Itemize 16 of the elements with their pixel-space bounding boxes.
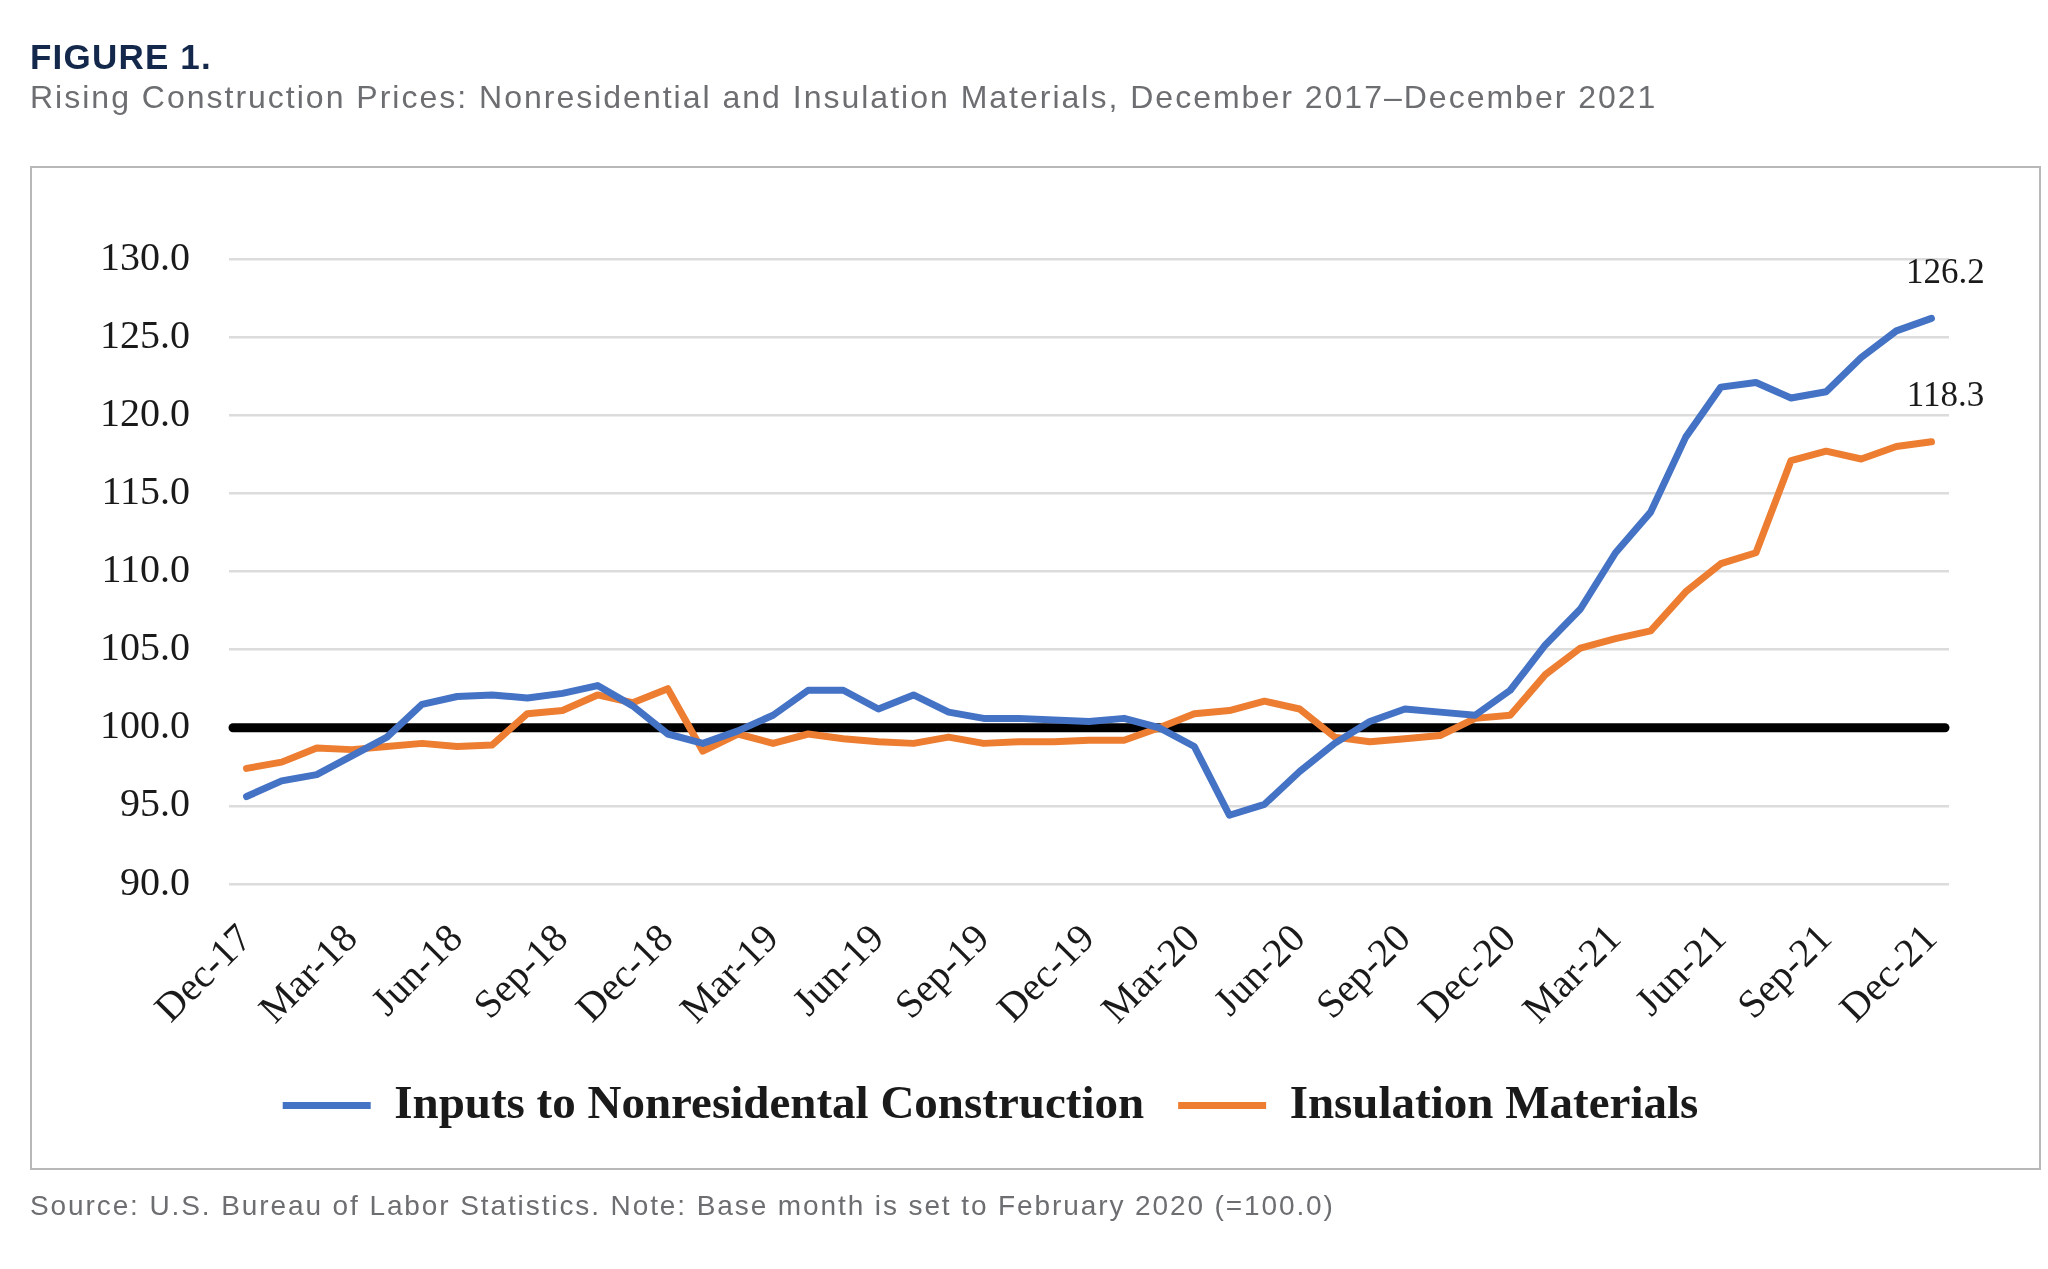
legend-label: Insulation Materials xyxy=(1289,1075,1699,1128)
legend-label: Inputs to Nonresidental Construction xyxy=(394,1075,1145,1128)
y-tick-label: 110.0 xyxy=(101,546,190,591)
source-note: Source: U.S. Bureau of Labor Statistics. Note: Base month is set to February 2020 (=100.0) xyxy=(30,1190,1335,1222)
y-tick-label: 125.0 xyxy=(100,311,190,357)
data-label: 126.2 xyxy=(1906,251,1985,291)
y-tick-label: 130.0 xyxy=(100,233,190,279)
y-tick-label: 100.0 xyxy=(100,702,190,748)
data-label: 118.3 xyxy=(1906,375,1985,414)
chart-title: FIGURE 1. xyxy=(30,37,212,77)
chart-subtitle: Rising Construction Prices: Nonresidential and Insulation Materials, December 2017–December 2021 xyxy=(30,79,1658,116)
y-tick-label: 120.0 xyxy=(100,389,190,435)
y-tick-label: 105.0 xyxy=(100,624,190,670)
y-tick-label: 95.0 xyxy=(120,780,190,826)
y-tick-label: 115.0 xyxy=(101,467,190,513)
y-tick-label: 90.0 xyxy=(120,858,190,904)
